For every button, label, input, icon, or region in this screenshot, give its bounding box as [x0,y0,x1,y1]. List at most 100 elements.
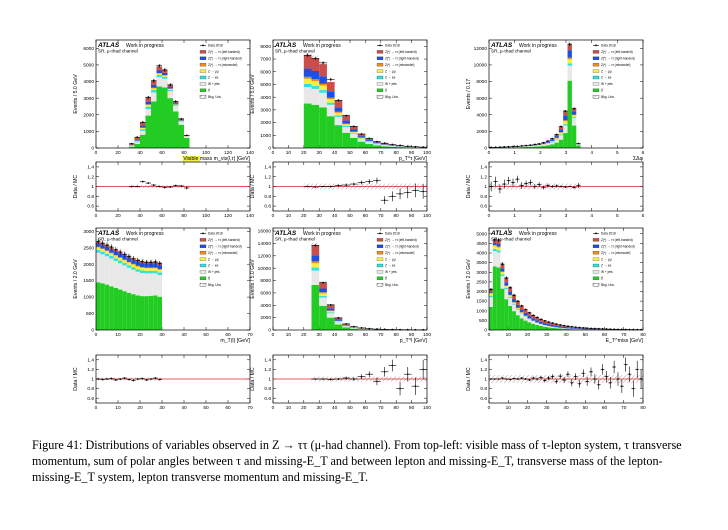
x-tick-label: 140 [246,150,254,156]
ratio-point [542,186,545,189]
data-point [567,325,569,328]
x-axis-label: Visible mass m_vis(l,τ) [GeV] [183,156,250,162]
stack-bar [140,129,146,131]
ratio-point [163,186,166,189]
ratio-point [414,189,417,192]
stack-bar [148,267,154,269]
legend-entry: Z(*) → ττ (mismodel) [385,63,414,67]
stack-bar [145,115,151,148]
y-tick-label: 4000 [476,112,487,118]
x-tick-label: 4 [590,213,593,219]
x-tick-label: 0 [488,213,491,219]
stack-bar [504,282,509,286]
stack-bar [492,266,497,330]
stack-bar [122,291,127,330]
stack-bar [532,145,537,147]
data-point [536,316,539,319]
legend-swatch [592,251,600,255]
legend-entry: Bkg. Unc. [385,283,399,287]
x-tick-label: 0 [95,405,98,411]
stack-bar [528,146,533,147]
stack-bar [558,135,564,140]
ratio-point [150,378,152,380]
x-tick-label: 40 [563,405,569,411]
stack-bar [527,315,532,319]
stack-bar [311,263,320,268]
stack-bar [365,138,374,141]
stack-bar [157,275,162,297]
stack-bar [535,323,540,325]
ratio-point [609,382,612,384]
y-tick-label: 0 [268,146,271,152]
legend-swatch [592,270,600,274]
data-point [391,143,394,146]
data-point [538,142,541,145]
stack-bar [566,328,570,330]
stack-bar [523,312,528,316]
y-axis-label: Events / 5.0 GeV [250,74,256,114]
stack-bar [500,274,505,277]
data-point [101,242,104,245]
stack-bar [558,326,563,328]
stack-bar [558,126,564,130]
data-point [383,142,386,145]
data-point [605,328,608,330]
x-tick-label: 30 [544,332,550,338]
work-in-progress-label: Work in progress [303,231,341,237]
ratio-point [532,377,535,379]
legend-data-dot [379,232,381,235]
stack-bar [153,267,158,269]
stack-bar [504,286,509,288]
data-point [314,57,317,60]
legend-swatch [376,263,384,268]
stack-bar [512,302,516,304]
data-point [540,318,542,321]
data-point [601,327,604,330]
data-point [136,259,139,262]
stack-bar [326,313,335,318]
y-tick-label: 500 [479,318,487,324]
legend-entry: Bkg. Unc. [208,95,222,99]
x-tick-label: 3 [565,150,568,156]
data-point [577,142,580,145]
stack-bar [562,328,566,330]
y-tick-label: 0 [484,146,487,152]
data-point [520,145,523,147]
legend-swatch [376,238,384,242]
x-tick-label: 80 [181,213,187,219]
ratio-point [624,363,627,366]
x-tick-label: 60 [225,405,231,411]
legend-swatch [199,238,207,242]
stack-bar [326,104,335,117]
stack-bar [326,310,335,312]
stack-bar [100,283,105,330]
x-tick-label: 3 [565,213,568,219]
stack-bar [131,269,136,295]
stack-bar [545,141,551,143]
stack-bar [573,328,578,329]
stack-bar [365,140,374,142]
y-tick-label: 0.8 [264,194,271,200]
ratio-point [110,377,113,380]
legend-swatch [199,75,207,80]
x-tick-label: 0 [488,150,491,156]
stack-bar [109,258,114,287]
stack-bar [311,88,320,105]
x-axis-label: p_T^τ [GeV] [399,156,428,162]
legend-swatch [592,238,600,242]
y-tick-label: 1 [484,184,487,190]
ratio-point [376,179,378,182]
ratio-point [368,373,371,376]
stack-bar [531,323,536,330]
legend-entry: Data 2018 [601,232,616,236]
channel-label: SR, μ-τhad channel [275,237,315,242]
stack-bar [500,288,505,330]
stack-bar [311,104,320,148]
plot-frame [488,227,644,331]
x-tick-label: 80 [394,213,400,219]
stack-bar [144,267,149,269]
ratio-point [414,385,417,388]
stack-bar [151,90,157,93]
legend-swatch [199,251,207,255]
stack-bar [350,133,358,135]
